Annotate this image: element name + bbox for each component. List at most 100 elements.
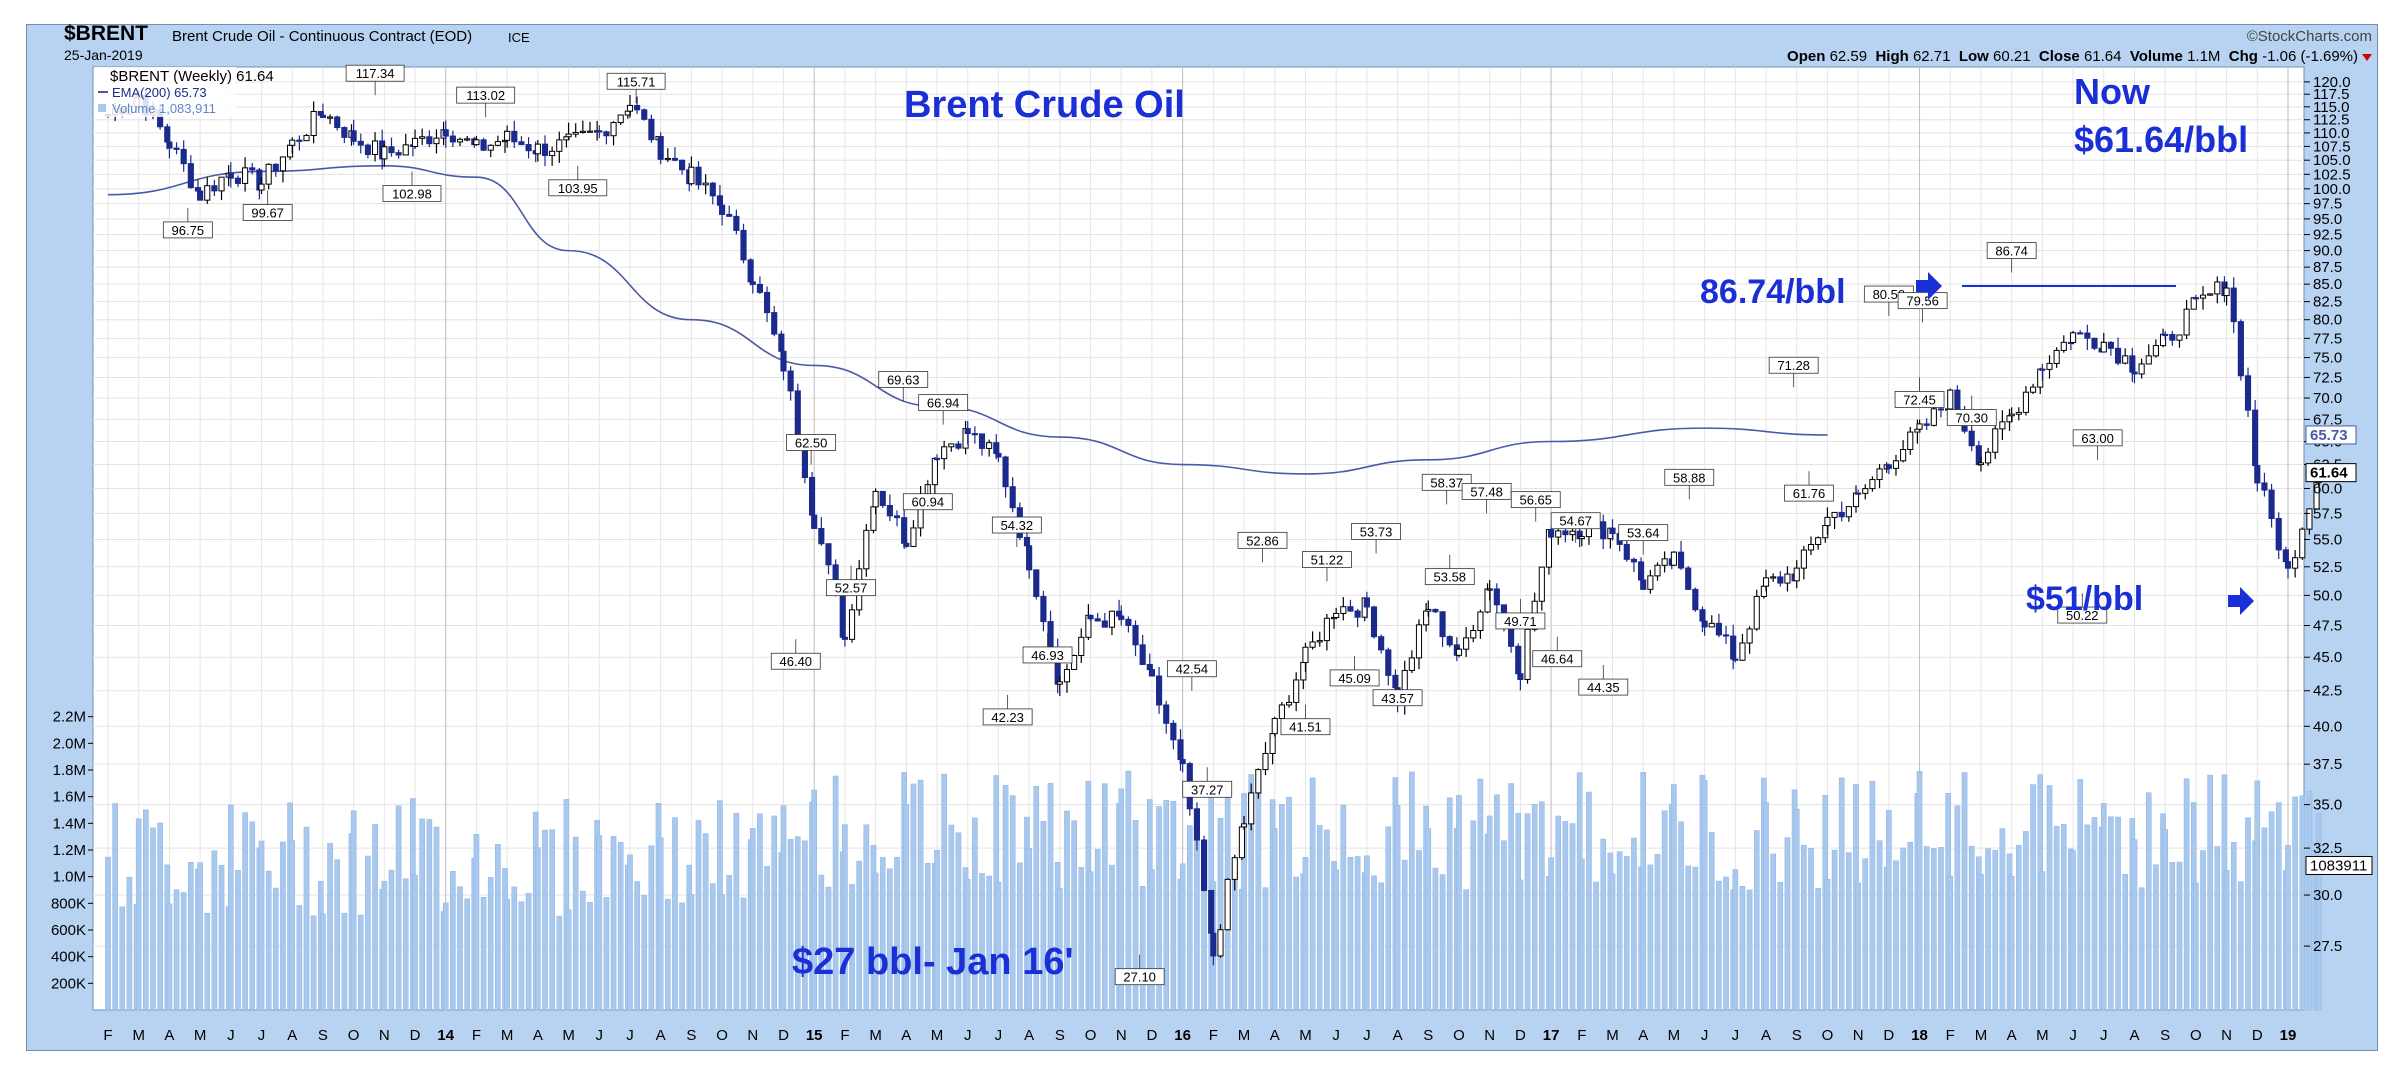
volume-bar-110 bbox=[780, 805, 787, 1011]
price-bar-body-173 bbox=[1170, 722, 1177, 741]
price-bar-307 bbox=[1992, 424, 1999, 459]
volume-bar-107 bbox=[764, 866, 770, 1011]
price-bar-15 bbox=[197, 187, 204, 201]
price-bar-36 bbox=[326, 114, 334, 125]
price-bar-181 bbox=[1217, 924, 1224, 958]
price-bar-body-328 bbox=[2122, 355, 2129, 364]
point-label-box-20 bbox=[1302, 551, 1352, 568]
price-bar-body-318 bbox=[2060, 341, 2067, 351]
price-bar-320 bbox=[2069, 330, 2077, 345]
volume-bar-97 bbox=[702, 833, 709, 1011]
point-label-22: 41.51 bbox=[1289, 720, 1322, 735]
price-bar-body-183 bbox=[1231, 857, 1238, 880]
point-label-box-8 bbox=[878, 370, 929, 388]
time-axis: F M A M J J A S O N D 14 F M A M J J A S O N D 15 F M A M J J A S O N D 16 F… bbox=[103, 1027, 2296, 1044]
price-bar-198 bbox=[1323, 614, 1330, 651]
price-bar-body-58 bbox=[464, 138, 471, 141]
volume-bar-276 bbox=[1801, 844, 1807, 1011]
price-bar-body-203 bbox=[1354, 610, 1361, 618]
volume-bar-272 bbox=[1777, 882, 1784, 1011]
price-bars bbox=[104, 89, 2322, 966]
volume-bar-171 bbox=[1156, 806, 1162, 1011]
price-bar-body-55 bbox=[442, 129, 449, 137]
low-label: Low bbox=[1958, 48, 1989, 65]
volume-bar-36 bbox=[327, 843, 333, 1011]
volume-bar-100 bbox=[719, 894, 725, 1011]
price-bar-267 bbox=[1746, 626, 1753, 654]
price-bar-257 bbox=[1685, 565, 1692, 591]
volume-tick-label-0: 200K bbox=[51, 975, 86, 992]
price-bar-286 bbox=[1862, 484, 1869, 500]
point-label-box-36 bbox=[1784, 484, 1834, 502]
price-bar-body-281 bbox=[1831, 511, 1838, 518]
point-label-box-4 bbox=[242, 204, 293, 221]
price-bar-body-257 bbox=[1685, 567, 1692, 590]
price-bar-248 bbox=[1630, 557, 1637, 573]
volume-bar-313 bbox=[2030, 784, 2036, 1011]
price-bar-body-202 bbox=[1347, 606, 1354, 612]
point-label-33: 53.64 bbox=[1627, 526, 1660, 541]
volume-bar-243 bbox=[1600, 838, 1607, 1011]
price-bar-173 bbox=[1170, 720, 1177, 750]
price-bar-305 bbox=[1977, 456, 1985, 472]
price-bar-106 bbox=[756, 276, 763, 294]
point-label-box-14 bbox=[1022, 646, 1073, 664]
volume-bar-176 bbox=[1186, 825, 1193, 1011]
price-bar-272 bbox=[1777, 571, 1784, 587]
price-bar-313 bbox=[2030, 383, 2037, 394]
point-label-box-6 bbox=[548, 179, 608, 197]
volume-bar-132 bbox=[917, 779, 924, 1011]
volume-bar-240 bbox=[1578, 858, 1585, 1011]
price-bar-275 bbox=[1793, 560, 1800, 589]
price-bar-body-253 bbox=[1661, 558, 1668, 566]
point-label-box-13 bbox=[991, 516, 1042, 534]
volume-bar-267 bbox=[1746, 889, 1753, 1011]
price-bar-body-137 bbox=[948, 443, 955, 448]
volume-bar-33 bbox=[310, 915, 317, 1011]
price-tick-label-9: 50.0 bbox=[2313, 587, 2342, 604]
point-label-box-25 bbox=[1421, 473, 1472, 491]
price-bar-93 bbox=[679, 159, 686, 175]
price-bar-body-35 bbox=[319, 114, 327, 118]
price-bar-135 bbox=[933, 454, 941, 461]
price-bar-body-351 bbox=[2261, 482, 2268, 491]
volume-bar-61 bbox=[480, 897, 487, 1011]
price-bar-body-333 bbox=[2152, 345, 2159, 357]
x-tick-label-21: N bbox=[747, 1027, 758, 1044]
price-bar-body-220 bbox=[1455, 648, 1463, 656]
point-label-box-43 bbox=[2072, 429, 2123, 447]
volume-bar-330 bbox=[2131, 839, 2138, 1011]
point-label-box-42 bbox=[2057, 606, 2108, 624]
point-label-box-39 bbox=[1894, 391, 1945, 408]
price-bar-20 bbox=[227, 162, 234, 188]
volume-bar-185 bbox=[1241, 793, 1247, 1011]
price-tick-label-11: 55.0 bbox=[2313, 532, 2342, 549]
x-tick-label-51: M bbox=[1668, 1027, 1681, 1044]
volume-bar-280 bbox=[1824, 878, 1831, 1011]
price-bar-body-151 bbox=[1033, 569, 1040, 597]
volume-bar-271 bbox=[1770, 853, 1776, 1011]
price-bar-body-85 bbox=[626, 104, 634, 112]
volume-bar-23 bbox=[249, 821, 256, 1011]
volume-bar-131 bbox=[910, 783, 917, 1011]
x-tick-label-15: M bbox=[562, 1027, 575, 1044]
volume-bar-208 bbox=[1385, 826, 1392, 1011]
point-label-15: 42.23 bbox=[991, 710, 1024, 725]
volume-bar-336 bbox=[2169, 862, 2176, 1011]
volume-bar-156 bbox=[1064, 810, 1070, 1011]
legend-ema: EMA(200) 65.73 bbox=[112, 85, 207, 100]
price-bar-60 bbox=[473, 135, 480, 146]
price-bar-body-233 bbox=[1538, 566, 1545, 602]
volume-tick-label-7: 1.6M bbox=[53, 789, 86, 806]
price-bar-283 bbox=[1845, 506, 1852, 522]
price-bar-338 bbox=[2183, 300, 2190, 340]
price-bar-243 bbox=[1600, 514, 1607, 550]
price-bar-68 bbox=[525, 137, 532, 159]
volume-bar-340 bbox=[2193, 882, 2199, 1011]
price-bar-28 bbox=[279, 156, 287, 183]
price-bar-105 bbox=[749, 273, 756, 294]
price-bar-328 bbox=[2122, 348, 2129, 365]
price-bar-body-18 bbox=[218, 176, 225, 192]
x-tick-label-36: F bbox=[1209, 1027, 1218, 1044]
price-bar-body-293 bbox=[1907, 431, 1914, 451]
